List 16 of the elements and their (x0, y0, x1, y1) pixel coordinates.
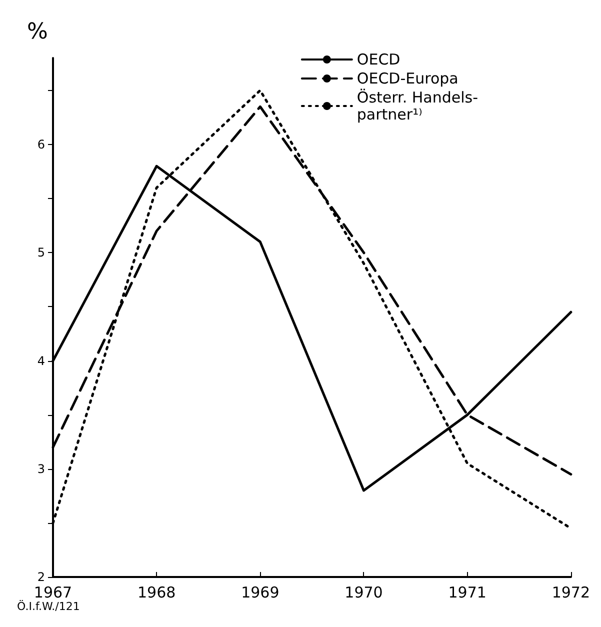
x-tick-label: 1969 (241, 584, 280, 602)
text: Ö.I.f.W./121 (17, 599, 80, 613)
y-tick-label: 5 (37, 246, 45, 260)
y-tick-label: 3 (37, 462, 45, 476)
y-tick-label: 2 (37, 570, 45, 584)
y-tick-label: 6 (37, 138, 45, 152)
x-tick-label: 1967 (34, 584, 72, 602)
legend-label: OECD-Europa (356, 70, 458, 88)
x-tick-label: 1970 (344, 584, 383, 602)
y-axis-title: % (27, 20, 48, 44)
x-tick-label: 1971 (448, 584, 486, 602)
legend-label: Österr. Handels- partner¹⁾ (356, 88, 478, 124)
legend-label: OECD (356, 50, 400, 68)
x-tick-label: 1968 (137, 584, 176, 602)
y-tick-label: 4 (37, 354, 45, 368)
x-tick-label: 1972 (552, 584, 590, 602)
